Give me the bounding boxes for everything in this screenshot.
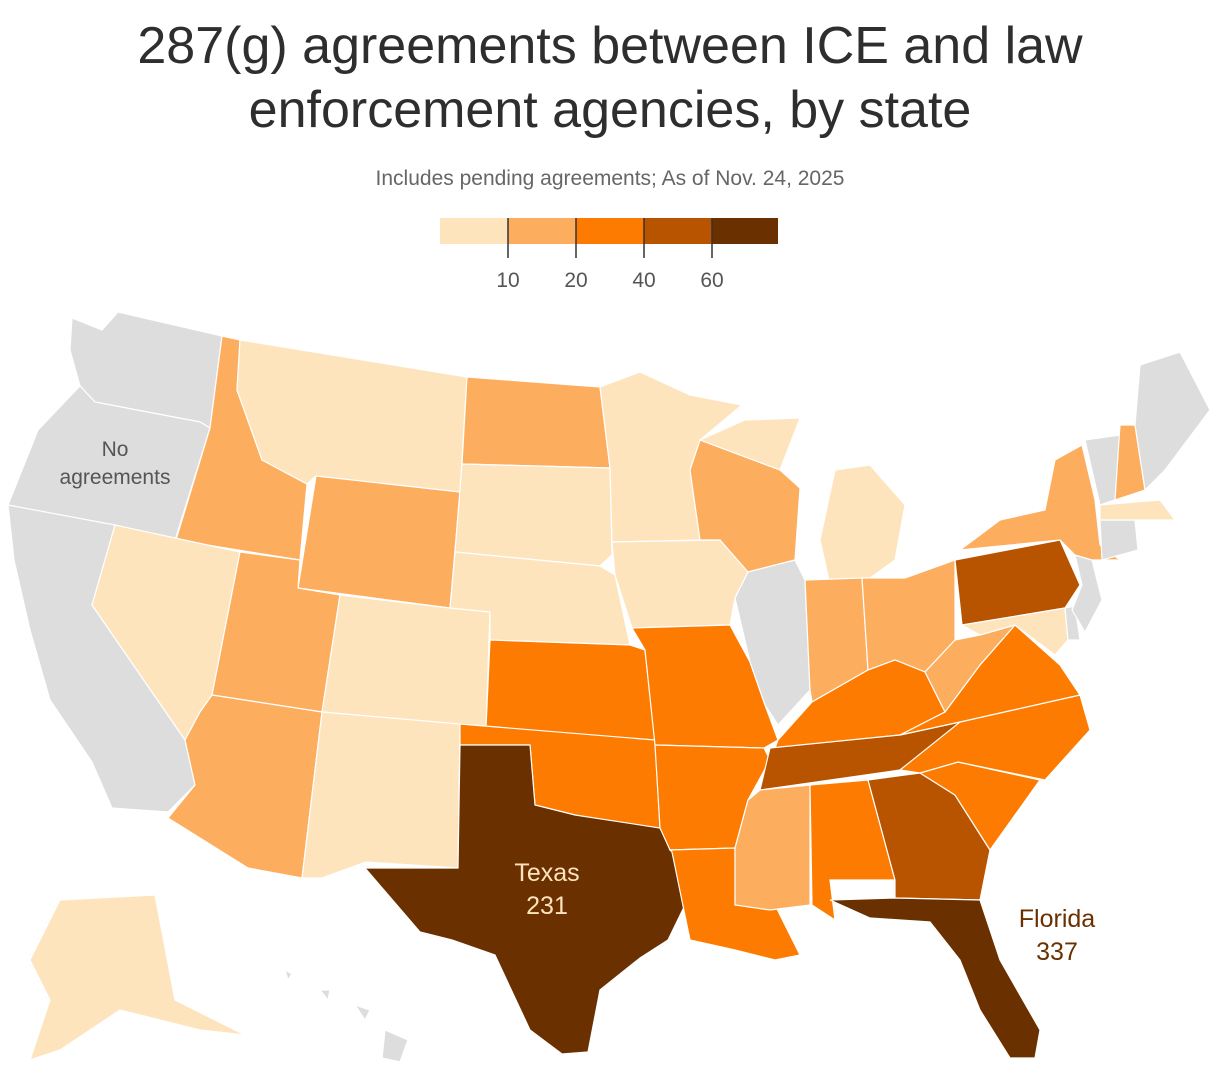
legend-swatch-3	[644, 218, 712, 244]
legend-swatch-4	[712, 218, 778, 244]
florida-name-label: Florida	[1019, 905, 1096, 933]
state-ct	[1099, 519, 1139, 561]
chart-title: 287(g) agreements between ICE and law en…	[137, 17, 1083, 139]
legend-tick-label-2: 40	[632, 269, 655, 292]
no-agreements-label-line2: agreements	[60, 466, 171, 489]
state-wy	[297, 475, 461, 609]
legend-tick-label-0: 10	[496, 269, 519, 292]
legend-tick-label-3: 60	[700, 269, 723, 292]
states	[7, 311, 1211, 1063]
state-tx	[363, 744, 686, 1055]
state-nm	[301, 711, 461, 879]
legend-tick-label-1: 20	[564, 269, 587, 292]
legend-swatch-0	[440, 218, 508, 244]
state-co	[321, 594, 491, 729]
chart-subtitle: Includes pending agreements; As of Nov. …	[375, 167, 845, 190]
state-pa	[954, 539, 1081, 626]
state-ks	[485, 639, 656, 741]
texas-name-label: Texas	[514, 859, 579, 887]
state-ny	[957, 444, 1122, 561]
state-ma	[1099, 499, 1177, 521]
state-ia	[611, 539, 749, 629]
legend-swatch-1	[508, 218, 576, 244]
state-nd	[461, 376, 611, 469]
state-mi	[698, 417, 906, 586]
state-fl	[829, 897, 1041, 1059]
texas-value-label: 231	[526, 892, 568, 920]
no-agreements-label-line1: No	[102, 438, 129, 461]
state-ak	[29, 894, 246, 1061]
state-il	[734, 559, 811, 726]
florida-value-label: 337	[1036, 938, 1078, 966]
state-sd	[454, 463, 613, 567]
legend-swatch-2	[576, 218, 644, 244]
state-hi	[283, 968, 409, 1063]
legend: 10 20 40 60	[440, 218, 778, 292]
state-me	[1134, 351, 1211, 492]
